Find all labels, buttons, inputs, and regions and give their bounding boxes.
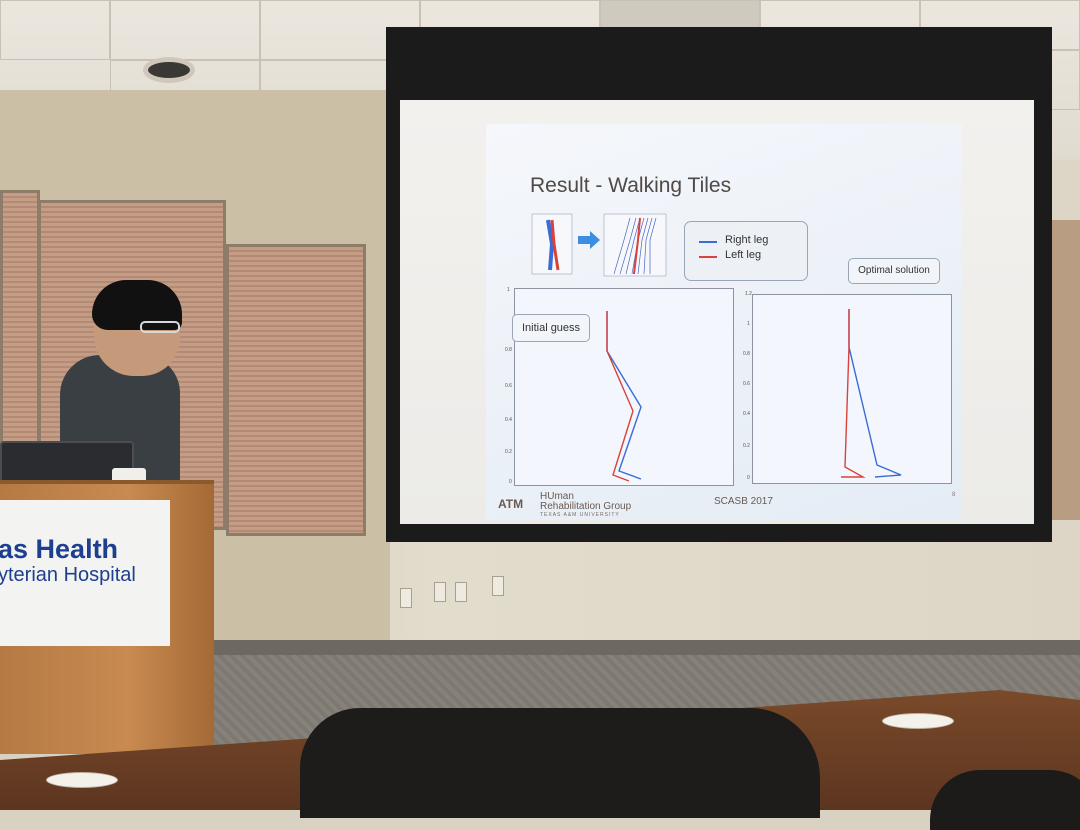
y-tick-label: 0.4 (743, 411, 750, 417)
y-tick-label: 0.4 (505, 417, 512, 423)
slide-title: Result - Walking Tiles (530, 174, 732, 197)
ceiling-light (148, 62, 190, 78)
optimal-solution-legs (841, 309, 902, 478)
tamu-logo: ATM (498, 497, 524, 511)
optimal-solution-plot: 1.2 1 0.8 0.6 0.4 0.2 0 (743, 291, 952, 484)
wall-outlet (400, 588, 412, 608)
lab-name-line2: Rehabilitation Group (540, 501, 632, 512)
slide-number: 8 (952, 492, 956, 498)
legend-label-right: Right leg (725, 234, 769, 246)
podium-sign: as Health yterian Hospital (0, 500, 170, 646)
legend-line-right (699, 241, 717, 243)
speaker-glasses (140, 321, 180, 333)
legend: Right leg Left leg (684, 221, 808, 281)
wall-outlet (492, 576, 504, 596)
lab-name: HUman Rehabilitation Group (540, 492, 631, 512)
optimal-solution-label: Optimal solution (848, 258, 940, 284)
table-coaster (882, 713, 954, 729)
y-tick-label: 1 (507, 287, 510, 293)
y-tick-label: 0.6 (743, 381, 750, 387)
legend-line-left (699, 256, 717, 258)
y-tick-label: 0.2 (505, 449, 512, 455)
laptop (0, 441, 134, 483)
y-tick-label: 0.2 (743, 443, 750, 449)
chair-back (300, 708, 820, 818)
wall-outlet (455, 582, 467, 602)
ceiling-tile (0, 0, 110, 60)
y-tick-label: 1.2 (745, 291, 752, 297)
walking-pose-thumbnails (531, 213, 667, 277)
sign-line2: yterian Hospital (0, 564, 136, 586)
conference-name: SCASB 2017 (714, 496, 773, 507)
chair-back (930, 770, 1080, 830)
y-tick-label: 1 (747, 321, 750, 327)
window-blinds (0, 190, 40, 450)
y-tick-label: 0.8 (743, 351, 750, 357)
y-tick-label: 0.8 (505, 347, 512, 353)
university-name: TEXAS A&M UNIVERSITY (540, 512, 620, 518)
initial-guess-legs (606, 311, 642, 482)
ceiling-tile (110, 0, 260, 60)
table-coaster (46, 772, 118, 788)
ceiling-vent (600, 0, 760, 30)
window-blinds (226, 244, 366, 536)
presentation-slide: Result - Walking Tiles Right leg Left le… (486, 124, 962, 520)
sign-line1: as Health (0, 534, 119, 564)
initial-guess-label: Initial guess (512, 314, 590, 342)
lab-name-line1: HUman (540, 491, 574, 502)
wall-outlet (434, 582, 446, 602)
ceiling-tile (420, 0, 600, 30)
legend-label-left: Left leg (725, 249, 762, 261)
y-tick-label: 0.6 (505, 383, 512, 389)
y-tick-label: 0 (509, 479, 512, 485)
baseboard (212, 640, 1080, 658)
y-tick-label: 0 (747, 475, 750, 481)
